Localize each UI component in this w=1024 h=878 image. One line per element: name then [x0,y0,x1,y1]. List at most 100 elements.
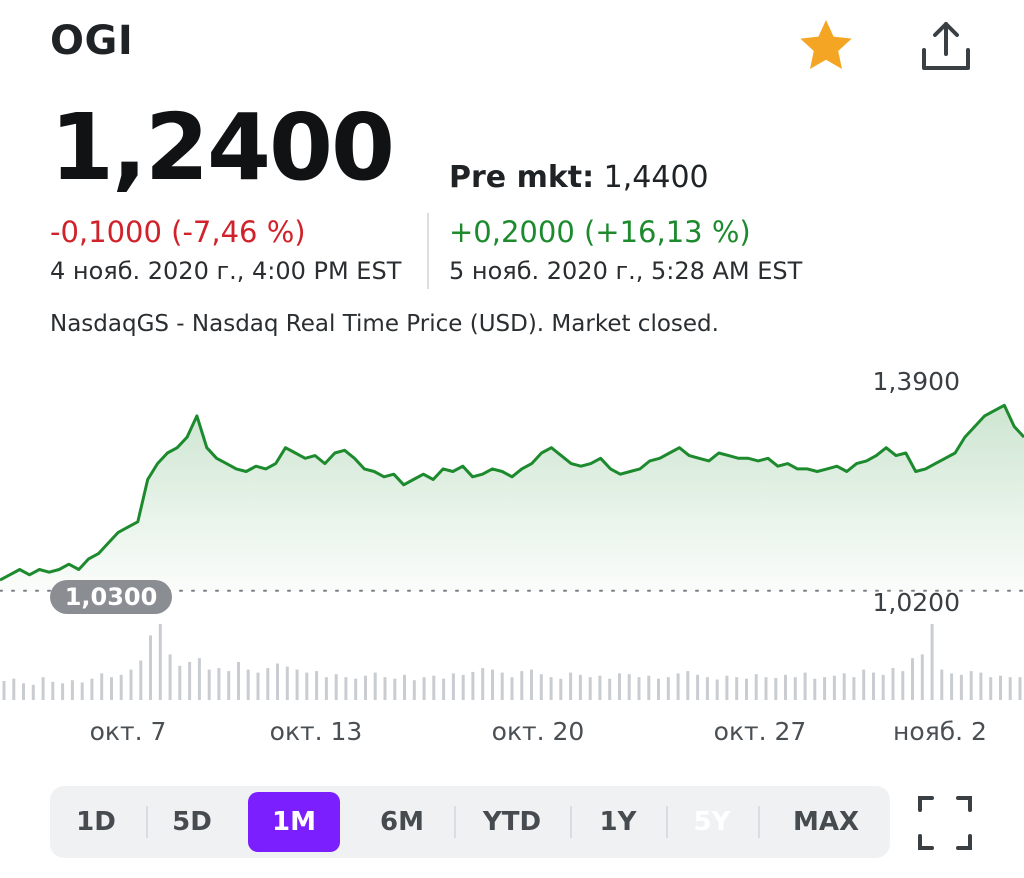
price-chart[interactable]: 1,0300 1,3900 1,0200 окт. 7 окт. 13 окт.… [0,360,1024,760]
volume-bar [158,624,162,700]
volume-bar [442,678,446,700]
x-tick-label: окт. 27 [714,717,807,746]
share-icon [922,22,970,70]
volume-bar [491,669,494,700]
volume-bar [451,673,455,700]
volume-bar [793,677,797,700]
share-button[interactable] [914,14,978,78]
volume-bar [471,671,475,700]
volume-bar [256,672,260,700]
volume-bar [100,673,104,700]
range-1y-button[interactable]: 1Y [599,807,637,837]
range-5d-button[interactable]: 5D [172,807,212,837]
volume-bar [237,662,240,700]
range-divider [570,806,572,838]
previous-close-badge: 1,0300 [50,580,172,614]
volume-bar [334,674,338,700]
range-5y-button[interactable]: 5Y [693,807,731,837]
volume-bar [510,677,514,700]
volume-bar [285,666,289,700]
volume-bar [481,668,485,700]
expand-icon [918,796,972,850]
volume-bar [608,678,612,700]
volume-bar [2,681,6,700]
volume-bar [178,665,182,700]
volume-bar [393,678,397,700]
volume-bar [911,658,914,700]
volume-bar [647,675,651,700]
volume-bar [168,654,172,700]
volume-bar [588,677,592,700]
volume-bar [31,684,35,700]
volume-bar [745,678,748,700]
x-tick-label: окт. 20 [492,717,585,746]
volume-bar [686,671,690,700]
volume-bar [432,675,436,700]
range-1d-button[interactable]: 1D [76,807,116,837]
range-ytd-button[interactable]: YTD [482,807,542,837]
volume-bar [578,674,582,700]
range-divider [758,806,760,838]
volume-bar [207,669,211,700]
volume-bar [715,679,719,700]
volume-bar [90,678,94,700]
volume-bar [1008,677,1012,700]
fullscreen-button[interactable] [912,790,978,856]
range-divider [666,806,668,838]
premarket-timestamp: 5 нояб. 2020 г., 5:28 AM EST [449,257,803,285]
volume-bar [61,683,65,700]
range-divider [146,806,148,838]
volume-bar [12,678,16,700]
volume-bar [569,672,573,700]
volume-bar [549,677,553,700]
volume-bar [979,672,983,700]
range-1m-button[interactable]: 1M [248,792,340,852]
volume-bar [422,677,426,700]
y-label-high: 1,3900 [873,367,960,396]
volume-bar [403,674,406,700]
volume-bar [930,624,934,700]
quote-divider [427,213,429,289]
premarket-label: Pre mkt: [449,160,595,195]
volume-bar [901,671,905,700]
volume-bar [598,675,602,700]
volume-bar [852,677,856,700]
volume-bar [891,668,895,700]
volume-bar [70,680,74,700]
volume-bar [119,674,123,700]
volume-bar [1018,677,1022,700]
volume-bars [2,624,1022,700]
volume-bar [217,668,221,700]
volume-bar [872,672,875,700]
volume-bar [139,660,143,700]
volume-bar [618,673,621,700]
volume-bar [373,672,377,700]
volume-bar [276,663,279,700]
volume-bar [324,677,328,700]
volume-bar [41,677,45,700]
volume-bar [197,658,201,700]
price-area [0,405,1024,591]
volume-bar [80,682,84,700]
range-max-button[interactable]: MAX [792,807,860,837]
previous-close-label: 1,0300 [65,583,158,611]
volume-bar [305,672,309,700]
close-timestamp: 4 нояб. 2020 г., 4:00 PM EST [50,257,402,285]
volume-bar [842,673,846,700]
volume-bar [637,677,641,700]
x-tick-label: окт. 7 [90,717,167,746]
market-status: NasdaqGS - Nasdaq Real Time Price (USD).… [50,311,719,337]
volume-bar [969,671,973,700]
favorite-button[interactable] [794,14,858,78]
volume-bar [657,678,660,700]
volume-bar [881,674,885,700]
volume-bar [110,677,113,700]
range-selector: 1D 5D 1M 6M YTD 1Y 5Y MAX [50,786,890,858]
volume-bar [784,674,787,700]
volume-bar [989,677,993,700]
volume-bar [754,674,758,700]
volume-bar [920,654,924,700]
range-6m-button[interactable]: 6M [380,807,424,837]
price-change: -0,1000 (-7,46 %) [50,215,306,249]
premarket-price: 1,4400 [603,160,709,195]
